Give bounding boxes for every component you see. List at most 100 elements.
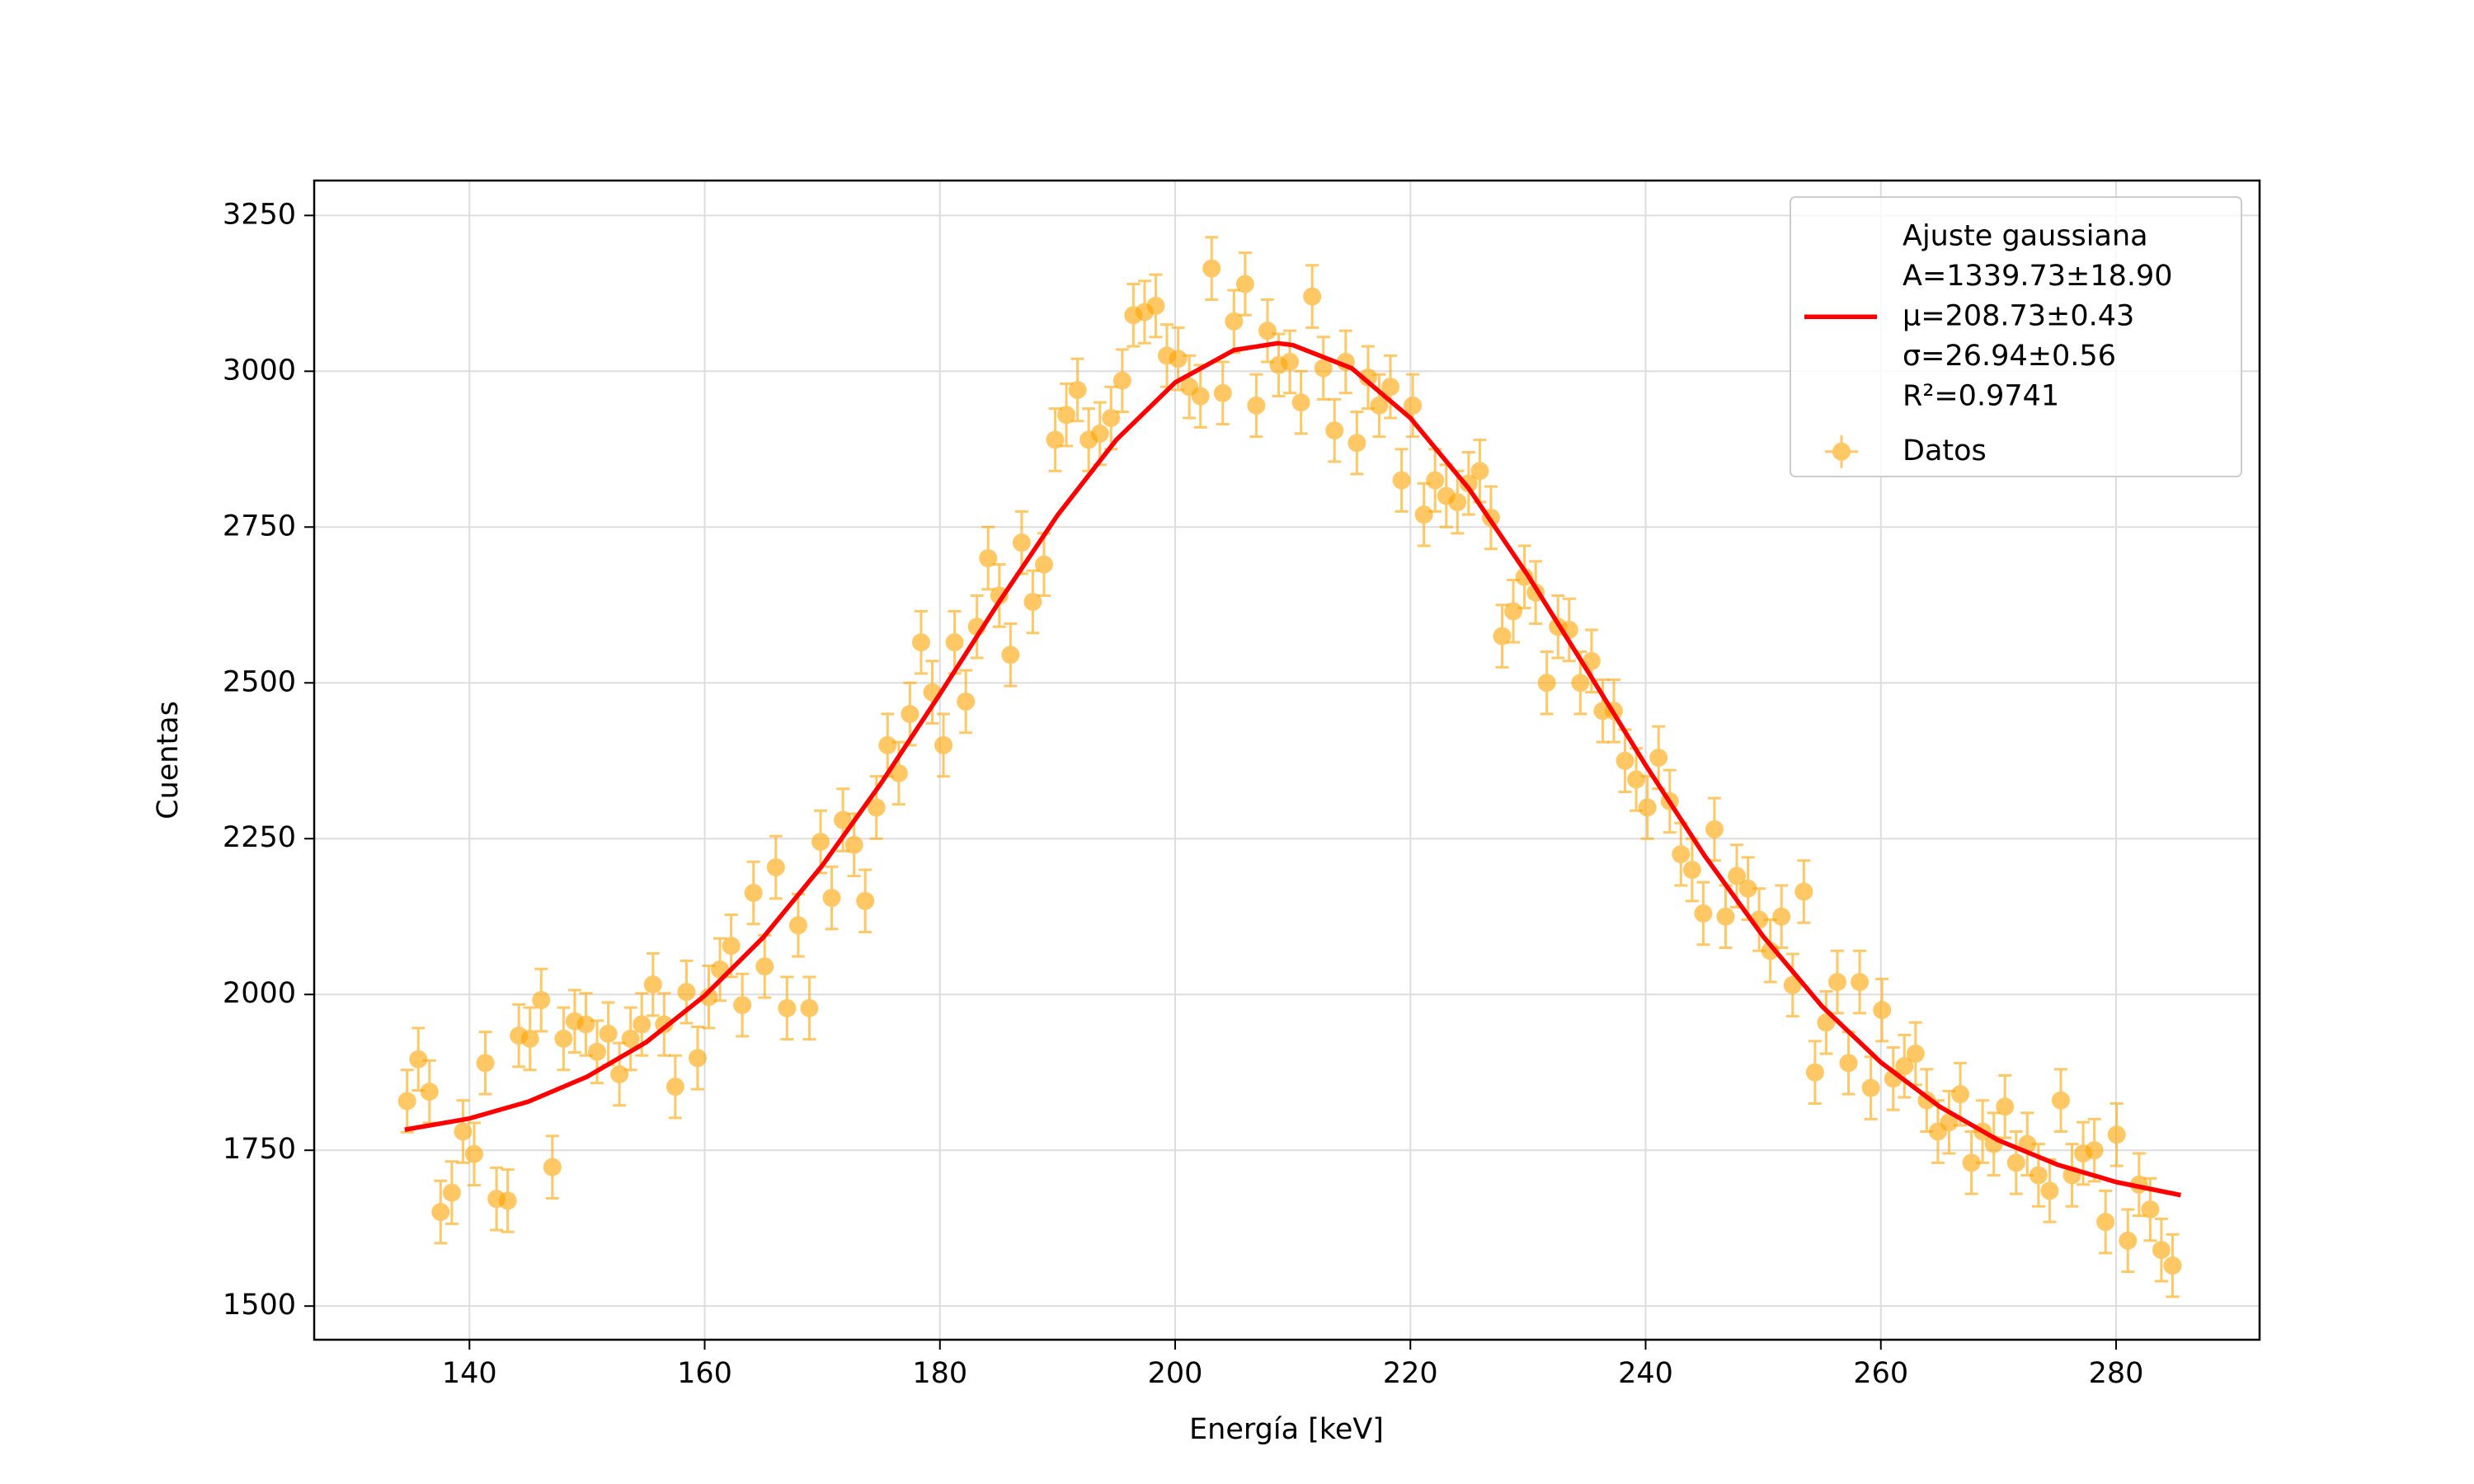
marker xyxy=(1537,674,1556,693)
marker xyxy=(1996,1097,2015,1116)
data-point xyxy=(834,787,853,852)
data-point xyxy=(666,1054,684,1120)
marker xyxy=(532,991,551,1010)
marker xyxy=(1247,396,1266,415)
data-point xyxy=(957,669,976,735)
fit-line xyxy=(404,340,2181,1198)
marker xyxy=(2029,1166,2048,1185)
data-point xyxy=(1582,628,1601,694)
marker xyxy=(1805,1063,1824,1082)
data-point xyxy=(1805,1040,1824,1106)
marker xyxy=(856,891,875,910)
data-point xyxy=(464,1121,483,1187)
marker xyxy=(834,810,853,829)
marker xyxy=(1235,275,1254,294)
marker xyxy=(1034,555,1053,574)
data-point xyxy=(1827,949,1846,1015)
marker xyxy=(2119,1231,2138,1250)
data-point xyxy=(1001,622,1020,688)
data-point xyxy=(643,951,662,1017)
marker xyxy=(878,735,897,754)
data-point xyxy=(1962,1130,1981,1195)
data-point xyxy=(1258,298,1277,364)
y-tick-label: 1500 xyxy=(223,1289,296,1322)
data-point xyxy=(856,868,875,934)
data-point xyxy=(1247,373,1266,439)
marker xyxy=(1649,748,1668,767)
data-point xyxy=(1281,329,1300,395)
marker xyxy=(677,983,696,1002)
data-point xyxy=(1996,1073,2015,1139)
data-point xyxy=(1191,364,1210,429)
data-point xyxy=(1906,1021,1925,1087)
data-point xyxy=(1705,796,1724,862)
marker xyxy=(844,835,863,854)
marker xyxy=(543,1158,562,1176)
y-tick-label: 2500 xyxy=(223,665,296,698)
x-tick-label: 200 xyxy=(1148,1357,1203,1390)
marker xyxy=(1325,421,1344,440)
data-point xyxy=(1493,603,1512,669)
marker xyxy=(2107,1125,2126,1144)
marker xyxy=(1213,383,1232,402)
marker xyxy=(722,937,741,956)
data-point xyxy=(1895,1033,1914,1099)
x-tick-label: 180 xyxy=(912,1357,967,1390)
marker xyxy=(1839,1054,1858,1073)
marker xyxy=(1001,646,1020,665)
marker xyxy=(1738,879,1757,898)
data-point xyxy=(934,712,953,778)
data-point xyxy=(1404,373,1423,439)
data-point xyxy=(1325,397,1344,463)
data-point xyxy=(1202,236,1221,301)
marker xyxy=(1146,296,1165,315)
data-point xyxy=(2096,1189,2115,1255)
marker xyxy=(1571,674,1590,693)
marker xyxy=(442,1183,461,1202)
marker xyxy=(476,1054,495,1073)
marker xyxy=(1682,861,1701,880)
marker xyxy=(1783,975,1802,994)
data-point xyxy=(1627,747,1646,812)
data-point xyxy=(2074,1120,2093,1186)
data-point xyxy=(498,1168,517,1233)
marker xyxy=(1851,973,1870,992)
data-point xyxy=(454,1099,473,1164)
data-point xyxy=(1348,410,1366,476)
data-point xyxy=(1392,448,1411,513)
marker xyxy=(688,1049,707,1068)
data-point xyxy=(397,1068,416,1134)
data-point xyxy=(409,1026,428,1092)
marker xyxy=(431,1203,450,1222)
data-point xyxy=(554,1006,573,1072)
marker xyxy=(1672,845,1691,864)
marker xyxy=(2051,1091,2070,1110)
y-tick-label: 3250 xyxy=(223,198,296,231)
marker xyxy=(1314,359,1333,378)
marker xyxy=(1392,471,1411,490)
marker xyxy=(2006,1153,2025,1172)
marker xyxy=(1370,396,1389,415)
marker xyxy=(599,1024,618,1043)
marker xyxy=(1426,471,1445,490)
marker xyxy=(901,705,920,724)
marker xyxy=(1225,312,1244,331)
marker xyxy=(1381,378,1400,397)
marker xyxy=(1616,751,1634,770)
data-point xyxy=(788,893,807,958)
marker xyxy=(788,916,807,935)
data-point xyxy=(476,1031,495,1096)
marker xyxy=(811,833,830,852)
marker xyxy=(454,1122,473,1141)
marker xyxy=(979,549,998,568)
data-point xyxy=(1068,357,1087,423)
data-point xyxy=(744,860,763,926)
data-point xyxy=(1537,650,1556,716)
data-point xyxy=(1794,859,1813,924)
data-point xyxy=(2152,1217,2171,1283)
marker xyxy=(1694,904,1713,923)
data-point xyxy=(610,1041,629,1107)
data-point xyxy=(911,609,930,675)
marker xyxy=(1582,651,1601,670)
data-point xyxy=(2085,1117,2104,1183)
